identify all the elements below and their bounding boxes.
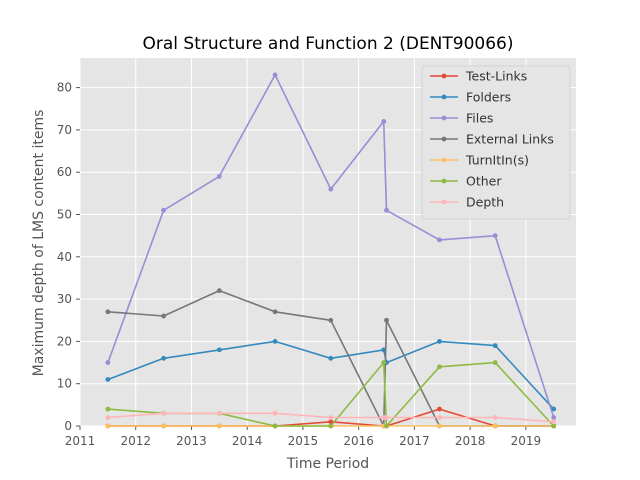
data-point-files	[384, 207, 389, 213]
x-tick-label: 2013	[176, 434, 207, 448]
legend-label: Other	[466, 174, 502, 189]
data-point-folders	[272, 339, 278, 344]
y-axis-label: Maximum depth of LMS content items	[31, 110, 47, 377]
data-point-depth	[492, 415, 498, 420]
y-tick-label: 0	[64, 419, 72, 433]
data-point-files	[328, 186, 334, 192]
data-point-turnitin-s	[105, 423, 111, 429]
legend-swatch-marker	[441, 178, 447, 184]
data-point-folders	[161, 355, 166, 361]
legend-label: TurnItIn(s)	[465, 153, 529, 168]
data-point-depth	[384, 415, 389, 420]
data-point-external-links	[161, 313, 166, 319]
data-point-external-links	[328, 317, 334, 323]
data-point-turnitin-s	[216, 423, 222, 429]
x-tick-label: 2011	[65, 434, 96, 448]
data-point-other	[272, 423, 278, 429]
y-tick-label: 80	[57, 81, 72, 95]
x-axis-label: Time Period	[286, 456, 369, 472]
y-tick-label: 50	[57, 208, 72, 222]
legend: Test-Links Folders Files External Links Turn…	[421, 65, 571, 220]
legend-label: Files	[466, 111, 493, 126]
data-point-depth	[328, 415, 334, 420]
legend-label: Folders	[466, 90, 511, 105]
x-tick-label: 2015	[288, 434, 319, 448]
data-point-depth	[551, 419, 557, 425]
legend-swatch-marker	[441, 94, 447, 100]
data-point-files	[272, 72, 278, 78]
series-line-folders	[107, 340, 555, 410]
legend-swatch-marker	[441, 73, 447, 79]
data-point-folders	[492, 343, 498, 349]
data-point-depth	[161, 410, 166, 416]
y-tick-label: 70	[57, 123, 72, 137]
data-point-external-links	[272, 309, 278, 315]
data-point-depth	[216, 410, 222, 416]
data-point-external-links	[384, 317, 389, 323]
y-tick-label: 40	[57, 250, 72, 264]
data-point-files	[551, 415, 557, 420]
x-tick-label: 2014	[232, 434, 263, 448]
legend-label: Depth	[466, 195, 504, 210]
legend-swatch-marker	[441, 136, 447, 142]
data-point-folders	[551, 406, 557, 412]
data-point-files	[161, 207, 166, 213]
x-tick-label: 2017	[399, 434, 430, 448]
legend-label: Test-Links	[465, 69, 527, 84]
data-point-other	[328, 423, 334, 429]
x-tick-label: 2016	[343, 434, 374, 448]
data-point-other	[105, 406, 111, 412]
x-tick-label: 2012	[120, 434, 151, 448]
legend-label: External Links	[466, 132, 554, 147]
data-point-depth	[105, 415, 111, 420]
data-point-turnitin-s	[161, 423, 166, 429]
data-point-other	[551, 423, 557, 429]
legend-swatch-marker	[441, 157, 447, 163]
data-point-folders	[216, 347, 222, 353]
data-point-turnitin-s	[492, 423, 498, 429]
data-point-other	[384, 423, 389, 429]
data-point-test-links	[328, 419, 334, 425]
data-point-external-links	[216, 288, 222, 294]
data-point-depth	[272, 410, 278, 416]
x-tick-label: 2018	[455, 434, 486, 448]
data-point-files	[492, 233, 498, 239]
data-point-files	[105, 360, 111, 365]
data-point-files	[381, 119, 387, 124]
data-point-depth	[437, 415, 442, 420]
y-tick-label: 10	[57, 377, 72, 391]
data-point-folders	[437, 339, 442, 344]
series-line-files	[107, 74, 555, 418]
data-point-external-links	[105, 309, 111, 315]
data-point-other	[492, 360, 498, 365]
data-point-other	[437, 364, 442, 370]
data-point-folders	[328, 355, 334, 361]
data-point-test-links	[437, 406, 442, 412]
chart-title: Oral Structure and Function 2 (DENT90066…	[143, 34, 514, 54]
data-point-files	[216, 174, 222, 179]
y-tick-label: 60	[57, 165, 72, 179]
series-line-depth	[107, 412, 554, 423]
data-point-folders	[105, 377, 111, 382]
x-tick-label: 2019	[511, 434, 542, 448]
legend-swatch-marker	[441, 199, 447, 205]
legend-swatch-marker	[441, 115, 447, 121]
y-tick-label: 20	[57, 334, 72, 348]
data-point-files	[437, 237, 442, 243]
y-tick-label: 30	[57, 292, 72, 306]
data-point-turnitin-s	[437, 423, 442, 429]
legend-box	[421, 65, 571, 220]
data-point-other	[381, 360, 387, 365]
